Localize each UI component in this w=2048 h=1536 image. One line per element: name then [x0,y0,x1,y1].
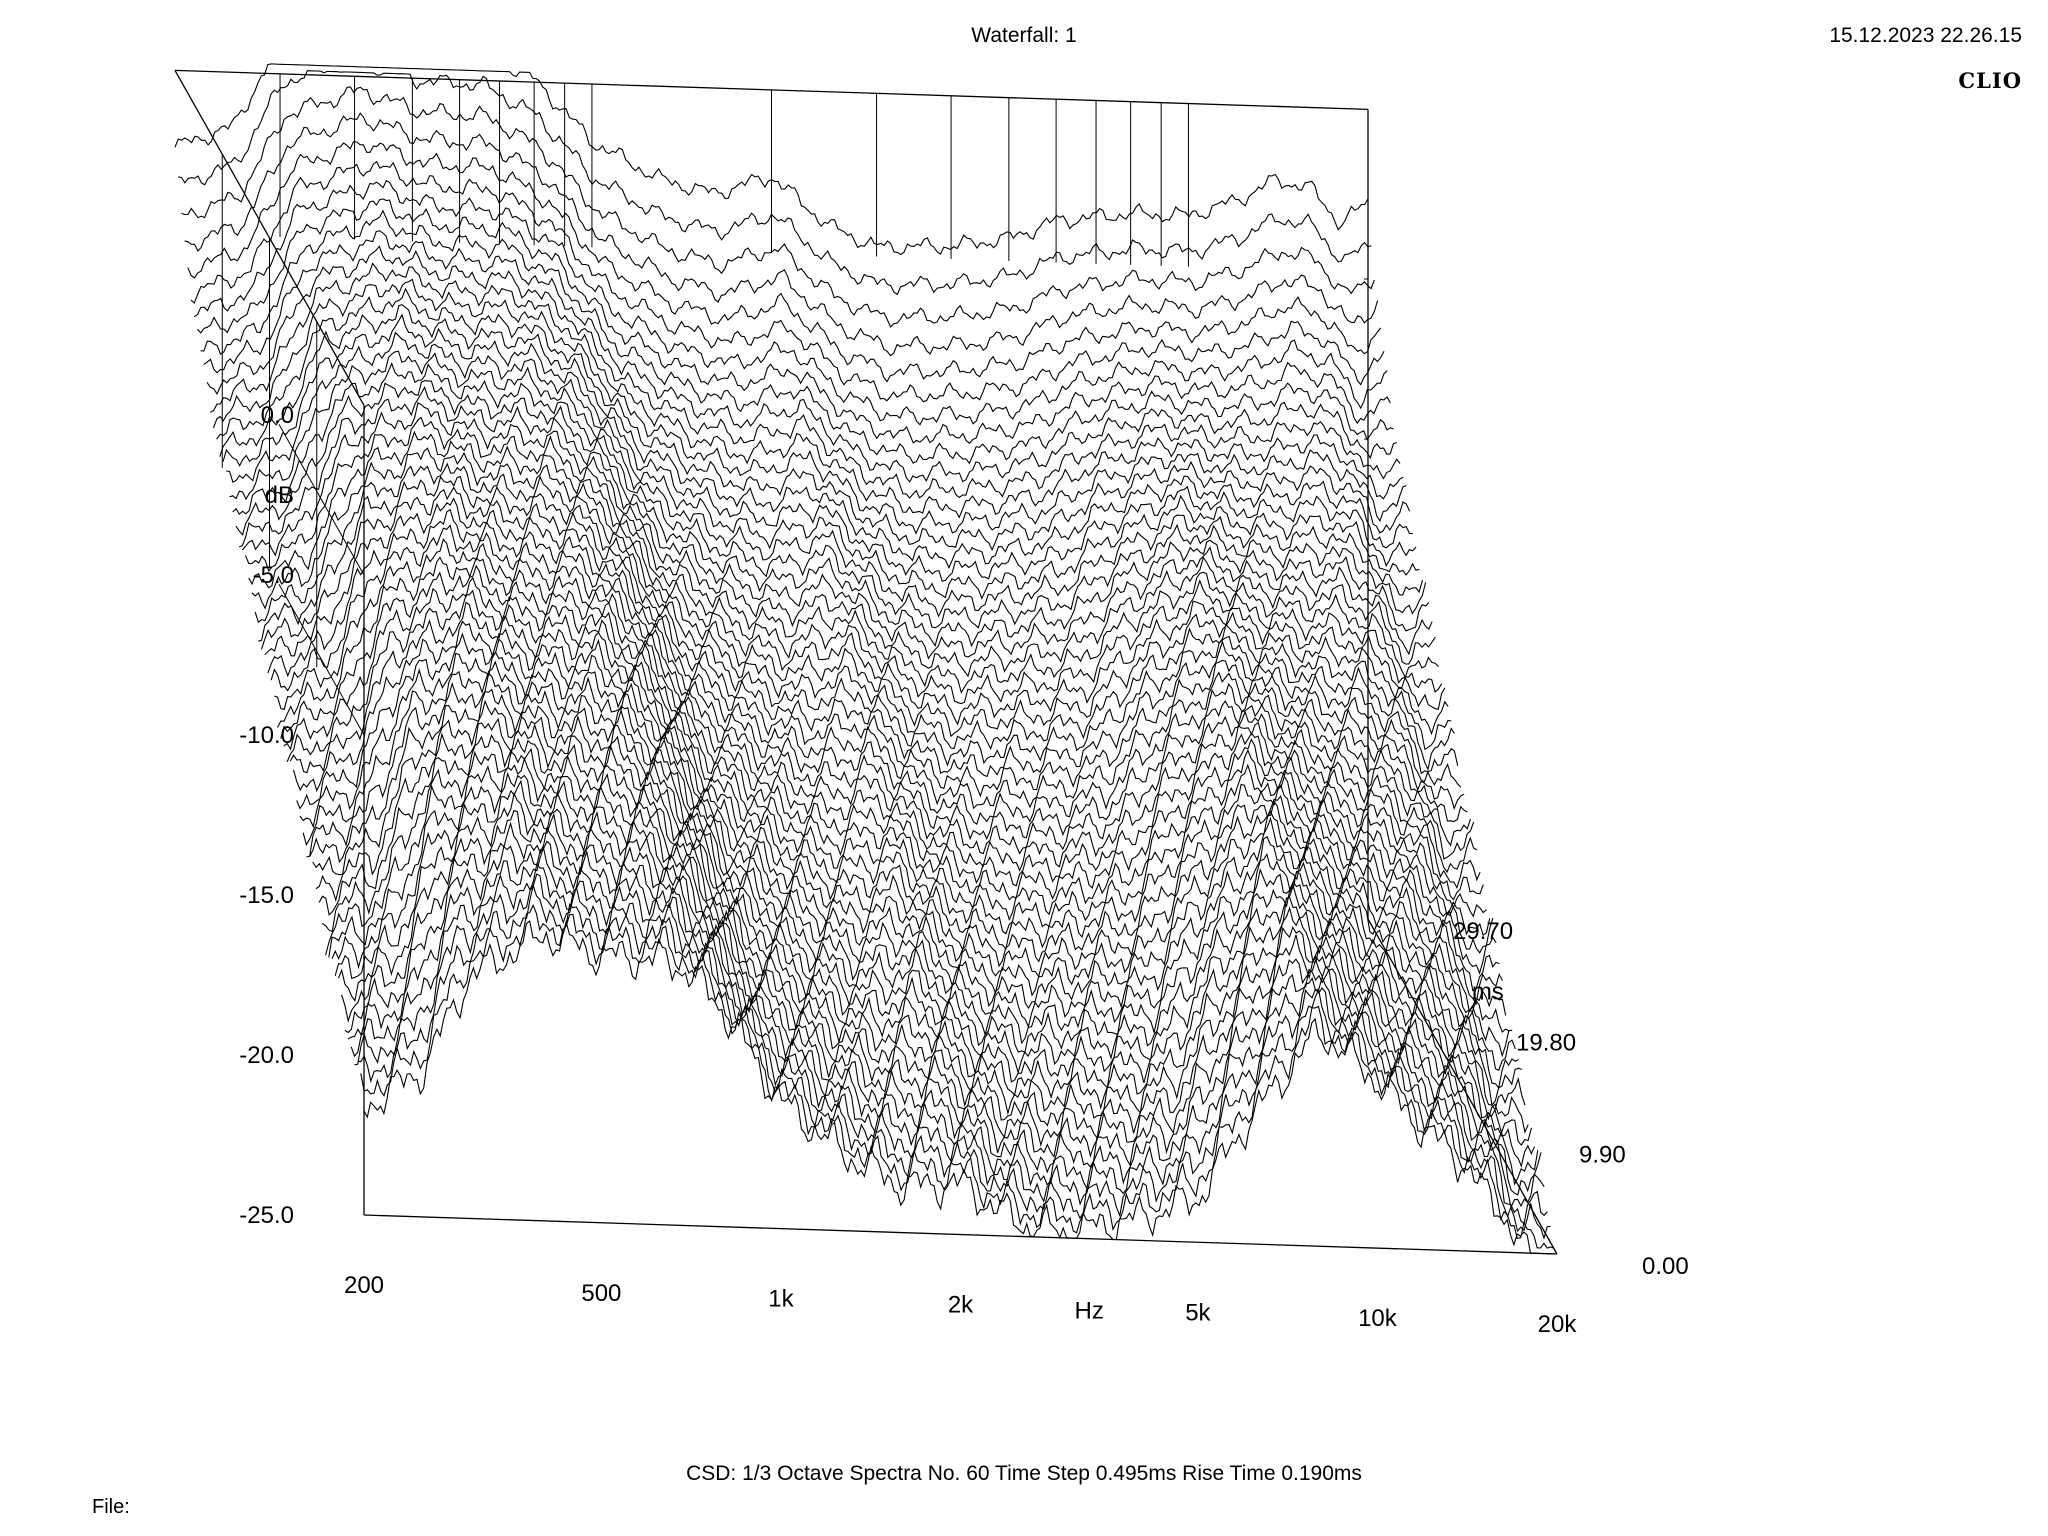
freq-tick-label: 200 [344,1272,384,1299]
spectrum-slice-1 [178,70,1372,296]
spectrum-slice-35 [286,589,1481,889]
measurement-datetime: 15.12.2023 22.26.15 [1829,24,2022,47]
spectrum-slice-14 [219,304,1413,570]
spectrum-slice-24 [251,447,1446,726]
spectrum-slice-34 [283,576,1478,874]
freq-tick-label: 10k [1358,1305,1398,1332]
time-tick-label: 9.90 [1579,1141,1626,1168]
spectrum-slice-3 [184,112,1379,357]
spectrum-slice-19 [235,380,1430,648]
left-wall-db-grid [278,424,365,576]
db-tick-label: -20.0 [239,1042,294,1069]
csd-settings-footer: CSD: 1/3 Octave Spectra No. 60 Time Step… [686,1462,1362,1485]
brand-logo-text: CLIO [1958,68,2022,93]
freq-tick-label: 5k [1185,1299,1211,1326]
spectrum-slice-40 [302,660,1497,975]
spectrum-slice-10 [206,245,1401,499]
spectrum-slice-18 [232,361,1427,629]
spectrum-slice-15 [222,313,1417,582]
spectrum-slice-30 [270,524,1465,811]
spectrum-slice-43 [312,699,1507,1016]
hz-axis-label: Hz [1075,1297,1104,1324]
spectrum-slice-41 [306,672,1500,992]
db-tick-label: -15.0 [239,882,294,909]
spectrum-slice-4 [187,141,1382,383]
spectrum-slice-6 [193,179,1388,426]
spectrum-slice-26 [258,475,1452,751]
chart-title: Waterfall: 1 [971,24,1077,47]
spectrum-slice-9 [203,230,1397,483]
spectrum-slice-12 [212,278,1407,535]
time-axis-baseline [1367,918,1558,1255]
spectrum-slice-25 [254,462,1449,738]
spectrum-slice-20 [238,386,1433,660]
db-tick-label: -5.0 [253,562,294,589]
spectrum-slice-45 [318,733,1513,1058]
spectrum-slice-49 [331,779,1526,1111]
time-tick-label: 19.80 [1516,1030,1576,1057]
spectrum-slice-47 [325,756,1519,1090]
spectrum-slice-5 [190,160,1385,403]
freq-tick-label: 500 [581,1280,621,1307]
db-tick-label: -25.0 [239,1202,294,1229]
axis-labels: 0.0 -5.0 -10.0 -15.0 -20.0 -25.0 dB 200 500 1k 2k 5… [239,402,1688,1338]
spectrum-slice-8 [200,209,1394,465]
db-axis-label: dB [265,482,294,509]
freq-tick-label: 2k [948,1292,974,1319]
spectrum-slice-7 [196,198,1391,444]
spectrum-slice-39 [299,650,1494,954]
x-axis-baseline [363,1214,1558,1255]
spectra-curves [174,63,1558,1255]
spectrum-slice-2 [181,86,1375,328]
spectrum-slice-0 [174,63,1369,256]
time-tick-label: 29.70 [1453,918,1513,945]
spectrum-slice-29 [267,508,1462,798]
spectrum-slice-16 [226,331,1420,600]
spectrum-slice-32 [277,556,1472,847]
db-tick-label: 0.0 [261,402,294,429]
spectrum-slice-56 [354,873,1548,1225]
spectrum-slice-28 [264,497,1459,778]
spectrum-slice-46 [322,747,1516,1071]
freq-tick-label: 20k [1538,1311,1578,1338]
file-label: File: [92,1496,130,1518]
time-tick-label: 0.00 [1642,1253,1689,1280]
spectrum-slice-13 [216,287,1411,552]
spectrum-slice-33 [280,564,1475,860]
db-tick-label: -10.0 [239,722,294,749]
spectrum-slice-42 [309,688,1503,1006]
ms-axis-label: ms [1472,978,1504,1005]
spectrum-slice-51 [337,809,1532,1147]
spectrum-slice-22 [244,416,1439,694]
freq-tick-label: 1k [768,1286,794,1313]
spectrum-slice-36 [289,601,1484,901]
spectrum-slice-27 [260,486,1455,772]
spectrum-slice-11 [209,262,1404,519]
spectrum-slice-55 [350,862,1545,1210]
spectrum-slice-59 [363,919,1558,1255]
spectrum-slice-44 [315,717,1510,1033]
spectrum-slice-23 [248,430,1443,705]
spectrum-slice-17 [229,350,1424,618]
spectrum-slice-52 [341,821,1536,1168]
spectrum-slice-58 [360,903,1555,1249]
spectrum-slice-31 [274,538,1468,825]
